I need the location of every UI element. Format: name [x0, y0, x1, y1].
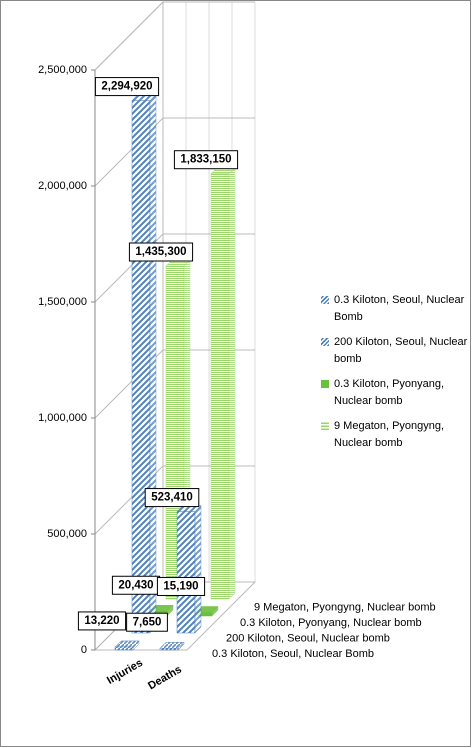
legend-label: 0.3 Kiloton, Seoul, Nuclear Bomb [334, 294, 465, 323]
legend-entry: 0.3 Kiloton, Seoul, Nuclear Bomb [321, 292, 472, 326]
data-label: 1,435,300 [135, 246, 186, 258]
data-label-box [156, 576, 206, 596]
legend-entry: 0.3 Kiloton, Pyonyang, Nuclear bomb [321, 376, 472, 410]
y-tick-label: 500,000 [47, 528, 87, 540]
data-label-box [173, 150, 239, 170]
y-tick-label: 1,500,000 [38, 296, 87, 308]
data-label: 13,220 [84, 615, 119, 627]
bar [159, 641, 185, 651]
legend-swatch [321, 338, 329, 346]
bar-front [210, 173, 230, 600]
data-label-box [126, 612, 168, 632]
bar [114, 640, 140, 651]
bar-front [176, 511, 196, 634]
bar-front [114, 646, 134, 651]
legend-entry: 200 Kiloton, Seoul, Nuclear bomb [321, 334, 472, 368]
bar [210, 167, 236, 600]
data-label-box [77, 611, 127, 631]
data-label-box [128, 242, 194, 262]
depth-tick-label: 0.3 Kiloton, Seoul, Nuclear Bomb [212, 648, 374, 660]
y-tick-label: 0 [81, 644, 87, 656]
data-label: 1,833,150 [180, 154, 231, 166]
y-tick-label: 2,000,000 [38, 180, 87, 192]
data-label: 2,294,920 [101, 81, 152, 93]
grid-line [94, 117, 255, 187]
grid-line [94, 1, 255, 71]
y-tick-label: 1,000,000 [38, 412, 87, 424]
legend-label: 9 Megaton, Pyongyng, Nuclear bomb [334, 420, 445, 449]
bar [131, 93, 157, 634]
bar-top [176, 505, 202, 512]
bar-top [159, 641, 185, 649]
bar-side [149, 93, 157, 634]
legend-swatch [321, 422, 329, 430]
legend-label: 0.3 Kiloton, Pyonyang, Nuclear bomb [334, 378, 445, 407]
data-label: 15,190 [163, 581, 198, 593]
bar-side [194, 504, 202, 634]
data-label-box [144, 488, 200, 508]
data-label-box [94, 77, 160, 97]
bar-side [228, 167, 236, 600]
bar-top [114, 640, 140, 648]
y-tick-label: 2,500,000 [38, 64, 87, 76]
legend-swatch [321, 380, 329, 388]
data-label: 7,650 [133, 616, 162, 628]
bar-front [159, 647, 179, 651]
data-label: 20,430 [118, 579, 153, 591]
legend-label: 200 Kiloton, Seoul, Nuclear bomb [334, 336, 468, 365]
bar [176, 504, 202, 634]
legend-entry: 9 Megaton, Pyongyng, Nuclear bomb [321, 418, 472, 452]
depth-tick-label: 0.3 Kiloton, Pyonyang, Nuclear bomb [240, 617, 422, 629]
depth-tick-label: 9 Megaton, Pyongyng, Nuclear bomb [254, 601, 436, 613]
depth-tick-label: 200 Kiloton, Seoul, Nuclear bomb [226, 632, 390, 644]
bar-front [131, 100, 151, 634]
data-label: 523,410 [151, 492, 193, 504]
legend-swatch [321, 296, 329, 304]
